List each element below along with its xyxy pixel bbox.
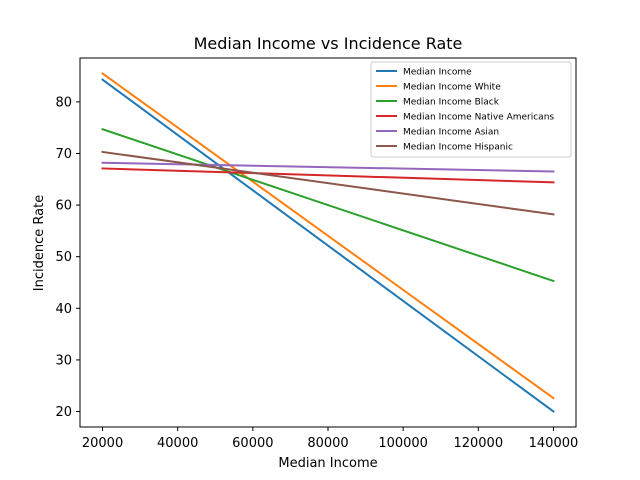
series-line-4 xyxy=(101,161,555,173)
y-tick-label-6: 80 xyxy=(55,95,72,110)
x-tick-label-2: 60000 xyxy=(232,436,273,451)
y-tick-label-4: 60 xyxy=(55,199,72,214)
series-line-0 xyxy=(101,78,555,413)
x-axis: 20000 40000 60000 80000 100000 120000 140000 xyxy=(82,427,578,451)
y-tick-label-1: 30 xyxy=(55,353,72,368)
y-tick-label-0: 20 xyxy=(55,405,72,420)
series-line-3 xyxy=(101,167,555,184)
series-line-5 xyxy=(101,150,555,216)
x-tick-label-5: 120000 xyxy=(453,436,503,451)
y-axis: 20 30 40 50 60 70 80 xyxy=(55,95,80,420)
legend-label-5: Median Income Hispanic xyxy=(403,143,513,153)
legend-box xyxy=(370,61,572,158)
legend-label-4: Median Income Asian xyxy=(403,128,499,138)
x-tick-label-1: 40000 xyxy=(157,436,198,451)
legend: Median Income Median Income White Median I… xyxy=(370,61,572,158)
series-lines xyxy=(101,72,555,413)
y-tick-label-3: 50 xyxy=(55,250,72,265)
y-tick-label-5: 70 xyxy=(55,147,72,162)
legend-label-2: Median Income Black xyxy=(403,98,500,108)
legend-label-0: Median Income xyxy=(403,68,472,78)
x-tick-label-6: 140000 xyxy=(529,436,579,451)
x-tick-label-3: 80000 xyxy=(307,436,348,451)
y-axis-label: Incidence Rate xyxy=(32,195,47,291)
x-axis-label: Median Income xyxy=(278,456,377,471)
y-tick-label-2: 40 xyxy=(55,302,72,317)
legend-label-3: Median Income Native Americans xyxy=(403,113,554,123)
series-line-1 xyxy=(101,72,555,400)
legend-label-1: Median Income White xyxy=(403,83,501,93)
series-line-2 xyxy=(101,127,555,283)
x-tick-label-0: 20000 xyxy=(82,436,123,451)
chart-title: Median Income vs Incidence Rate xyxy=(194,34,463,53)
x-tick-label-4: 100000 xyxy=(378,436,428,451)
